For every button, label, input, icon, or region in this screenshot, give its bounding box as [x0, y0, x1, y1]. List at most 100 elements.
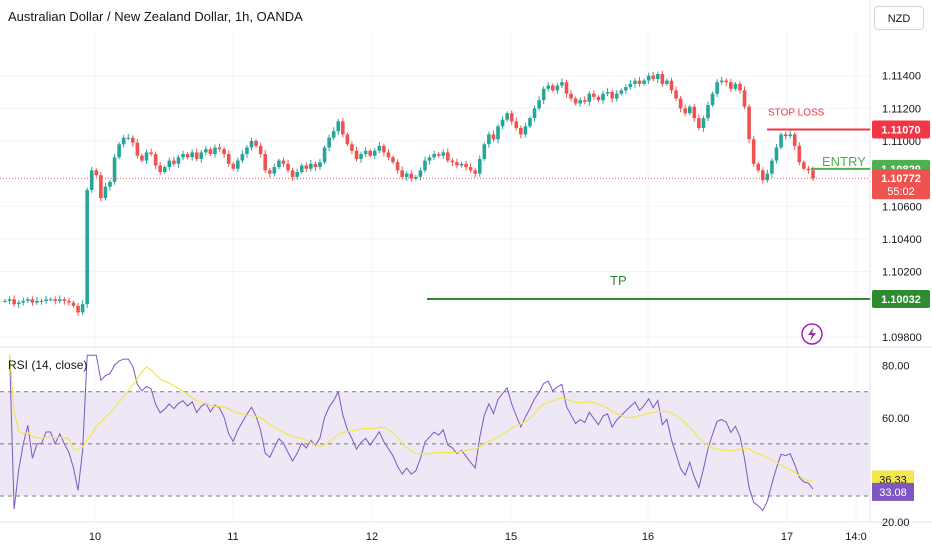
price-tick-label: 1.10400 [882, 234, 922, 246]
axes-layer: 1.11400 1.11200 1.11000 1.10600 1.10400 1.102… [872, 71, 930, 529]
candle-body [286, 163, 290, 171]
x-tick-label: 14:0 [845, 531, 866, 543]
level-label: TP [610, 273, 627, 288]
candle-body [788, 134, 792, 137]
candle-body [80, 304, 85, 313]
price-tick-label: 1.09800 [882, 332, 922, 344]
candle-body [614, 93, 619, 99]
rsi-line [9, 354, 814, 512]
candle-body [245, 147, 249, 155]
candle-body [226, 154, 231, 164]
level-price-label: 1.11070 [881, 125, 920, 137]
candle-body [450, 160, 455, 163]
candle-body [99, 175, 103, 199]
candle-body [153, 154, 158, 166]
currency-button[interactable]: NZD [874, 6, 924, 30]
candle-body [309, 163, 313, 169]
candle-body [39, 300, 44, 302]
candle-body [464, 163, 468, 168]
candle-body [546, 85, 551, 89]
candle-body [117, 144, 121, 158]
candle-body [12, 299, 16, 305]
candle-body [665, 80, 669, 84]
candle-body [131, 137, 135, 143]
level-price-tag [872, 289, 930, 308]
candle-body [573, 98, 578, 104]
candle-body [3, 300, 7, 302]
price-tick-label: 1.11400 [882, 71, 921, 83]
candle-body [811, 170, 815, 179]
candle-body [792, 134, 797, 146]
candle-body [158, 165, 163, 172]
candle-body [26, 299, 30, 301]
candle-body [190, 152, 194, 158]
candle-body [363, 150, 368, 155]
candle-body [386, 152, 391, 158]
candle-body [30, 299, 35, 303]
candle-body [368, 150, 372, 156]
candle-body [162, 167, 167, 172]
candle-body [459, 163, 464, 166]
candle-body [222, 149, 226, 155]
candle-body [7, 299, 12, 301]
x-tick-label: 15 [505, 531, 517, 543]
candle-body [108, 181, 112, 187]
candle-body [642, 80, 646, 84]
candle-body [418, 170, 423, 177]
candle-body [496, 126, 500, 140]
candle-body [318, 162, 322, 168]
candle-body [587, 93, 592, 102]
candle-body [806, 168, 811, 171]
candle-body [350, 144, 354, 151]
candle-body [341, 121, 345, 135]
candle-body [578, 100, 582, 104]
candle-body [181, 154, 185, 158]
candle-body [655, 74, 660, 79]
rsi-value: 33.08 [879, 487, 907, 499]
candle-body [204, 149, 208, 153]
candle-body [802, 162, 806, 169]
candle-body [281, 160, 286, 164]
candle-body [719, 80, 724, 83]
candle-body [336, 121, 341, 132]
candle-body [601, 93, 605, 101]
level-label: ENTRY [822, 154, 866, 169]
candle-body [400, 170, 404, 177]
candle-body [738, 83, 742, 91]
candle-body [797, 145, 802, 163]
candle-body [254, 140, 258, 146]
candle-body [742, 90, 747, 107]
candle-body [44, 299, 48, 301]
candle-body [409, 173, 414, 179]
candle-body [331, 131, 336, 138]
candle-body [519, 127, 523, 135]
candle-body [701, 118, 706, 128]
candle-body [240, 154, 245, 161]
candle-body [194, 152, 199, 159]
candle-body [514, 121, 519, 128]
candle-body [491, 134, 496, 140]
current-price-label: 1.10772 [881, 173, 921, 185]
candle-body [532, 108, 537, 119]
candle-body [290, 170, 295, 177]
candle-body [592, 93, 596, 97]
candle-body [500, 119, 505, 127]
candle-body [596, 96, 601, 101]
candle-body [327, 137, 331, 148]
candle-body [277, 160, 281, 168]
candle-body [76, 305, 80, 313]
candle-body [414, 176, 418, 179]
candle-body [660, 74, 665, 84]
candle-body [633, 80, 637, 84]
candle-body [249, 140, 254, 148]
current-price-tag [872, 169, 930, 200]
candle-body [423, 160, 427, 171]
candle-body [692, 106, 697, 119]
candle-body [678, 98, 683, 109]
candle-body [509, 113, 514, 122]
candle-body [67, 300, 71, 303]
rsi-title: RSI (14, close) [8, 358, 88, 372]
x-tick-label: 16 [642, 531, 654, 543]
candle-body [523, 126, 528, 135]
